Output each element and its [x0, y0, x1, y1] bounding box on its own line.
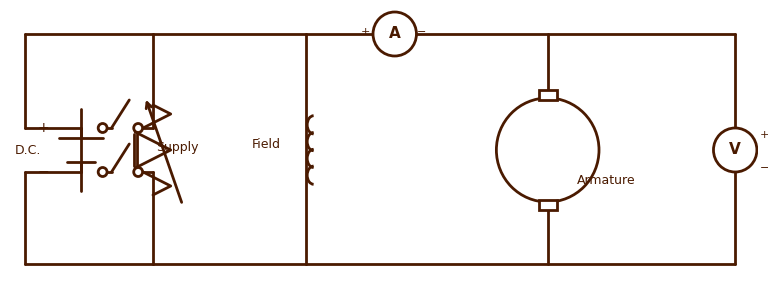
Text: V: V [730, 143, 741, 158]
FancyBboxPatch shape [539, 90, 557, 100]
Text: D.C.: D.C. [15, 144, 41, 156]
Text: +: + [760, 130, 768, 140]
Text: +: + [38, 121, 49, 135]
FancyBboxPatch shape [539, 200, 557, 210]
Text: +: + [360, 27, 370, 37]
Circle shape [713, 128, 757, 172]
Circle shape [98, 123, 107, 132]
Circle shape [134, 123, 143, 132]
Text: −: − [38, 165, 49, 179]
Text: −: − [760, 163, 768, 173]
Circle shape [98, 167, 107, 176]
Circle shape [496, 98, 599, 202]
Text: Supply: Supply [156, 141, 198, 155]
Circle shape [134, 167, 143, 176]
Text: A: A [389, 27, 401, 42]
Circle shape [373, 12, 416, 56]
Text: Armature: Armature [578, 173, 636, 187]
Text: −: − [417, 27, 426, 37]
Text: Field: Field [252, 138, 281, 152]
